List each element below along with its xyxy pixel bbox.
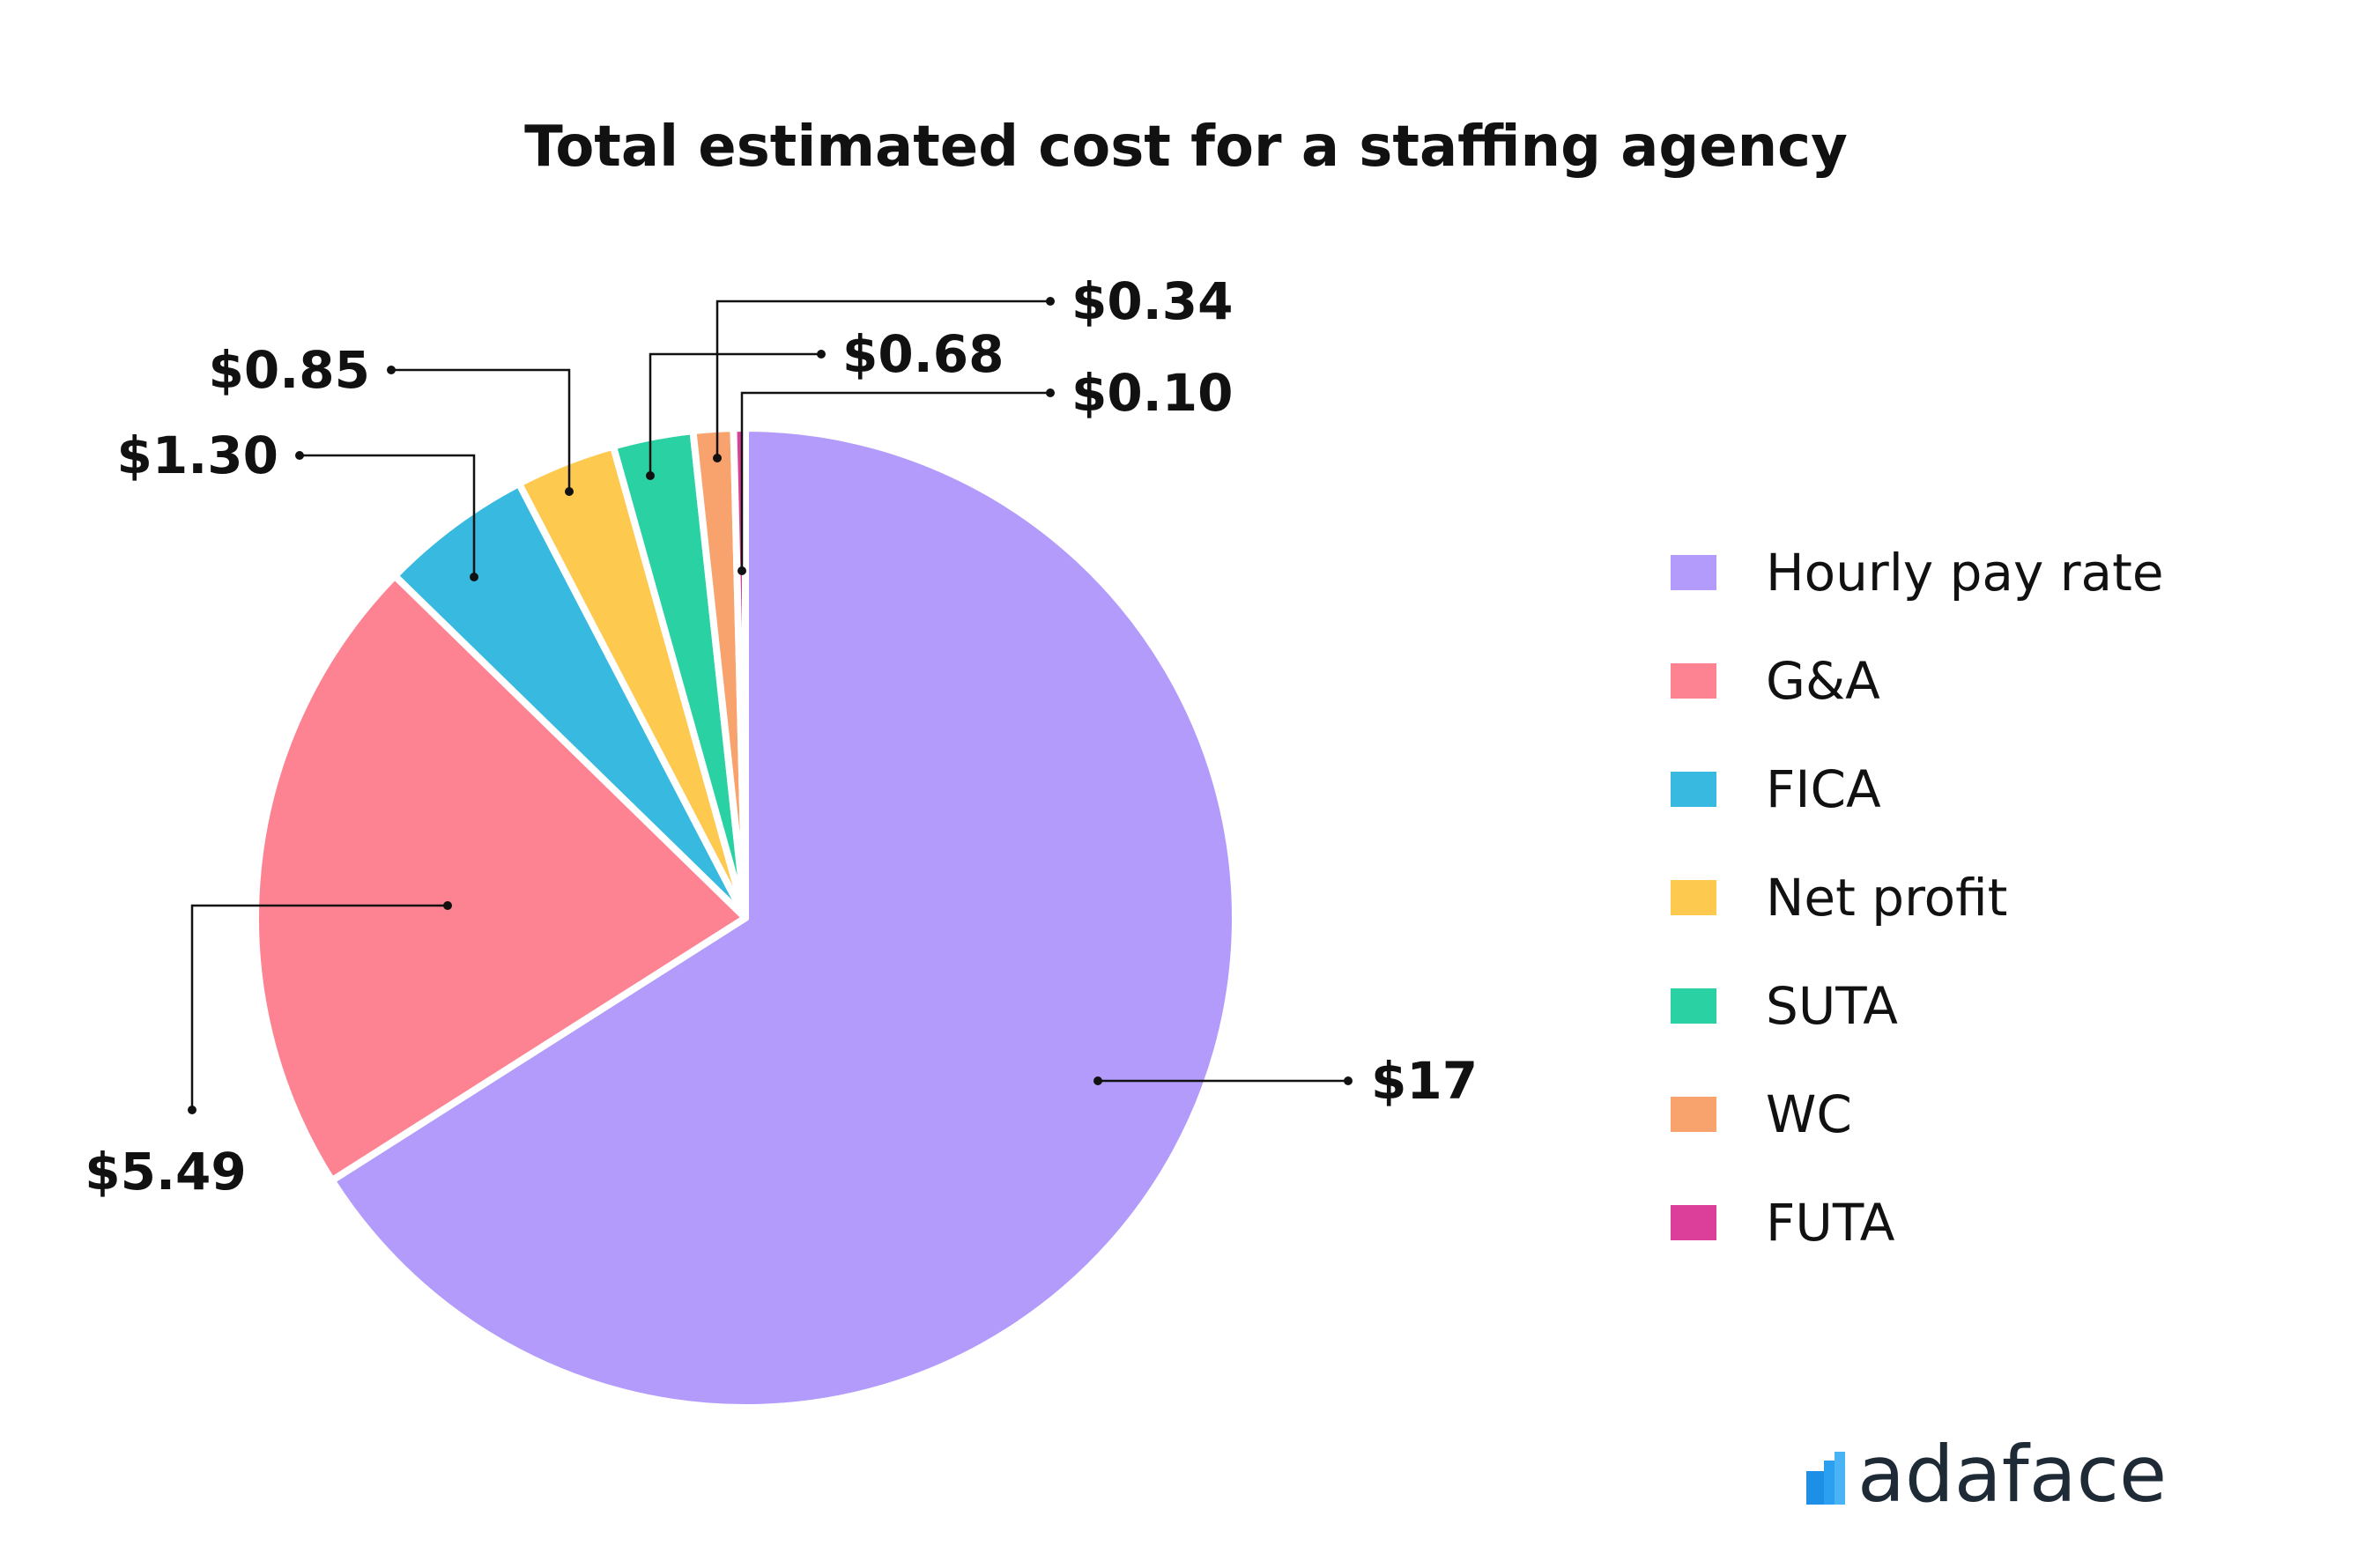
logo-text: adaface [1857, 1429, 2168, 1520]
leader-dot [738, 566, 746, 575]
pie-slices [252, 424, 1239, 1411]
leader-dot [565, 487, 574, 496]
leader-line [391, 368, 571, 492]
legend-swatch [1671, 880, 1716, 915]
pie-slice-hourly-pay-rate [328, 425, 1239, 1411]
legend-label: FUTA [1766, 1193, 1895, 1253]
leader-dot [1093, 1076, 1102, 1085]
leader-dot [646, 471, 655, 480]
leader-dot [713, 454, 722, 462]
legend-label: SUTA [1766, 976, 1898, 1036]
data-label: $17 [1371, 1051, 1478, 1111]
leader-line [715, 300, 1050, 458]
pie-slice-g-a [252, 572, 749, 1185]
leader-dot [188, 1106, 196, 1114]
leader-dot [443, 901, 452, 910]
data-label: $1.30 [117, 425, 278, 485]
chart-title: Total estimated cost for a staffing agen… [524, 115, 1848, 180]
leader-dot [1046, 297, 1055, 306]
data-labels: $17 $5.49 $1.30 $0.85 $0.68 $0.34 $0.10 [85, 271, 1478, 1202]
leader-line [649, 352, 821, 476]
leader-line [300, 454, 476, 577]
leader-dot [1046, 388, 1055, 397]
legend-label: Hourly pay rate [1766, 543, 2164, 603]
leader-lines [188, 297, 1353, 1114]
leader-dot [387, 366, 396, 374]
legend-swatch [1671, 772, 1716, 807]
leader-line [740, 391, 1050, 571]
logo-mark-icon [1806, 1452, 1845, 1505]
leader-dot [1344, 1076, 1353, 1085]
legend-swatch [1671, 663, 1716, 699]
data-label: $0.10 [1071, 363, 1233, 423]
legend-label: G&A [1766, 651, 1880, 711]
leader-dot [817, 350, 826, 359]
legend-swatch [1671, 988, 1716, 1024]
data-label: $5.49 [85, 1142, 246, 1202]
data-label: $0.68 [842, 324, 1004, 384]
legend-label: Net profit [1766, 868, 2008, 928]
legend-swatch [1671, 555, 1716, 590]
legend-swatch [1671, 1097, 1716, 1132]
legend-swatch [1671, 1205, 1716, 1240]
leader-line [190, 904, 448, 1110]
legend-label: FICA [1766, 759, 1881, 819]
data-label: $0.34 [1071, 271, 1233, 331]
leader-dot [295, 451, 304, 460]
legend-label: WC [1766, 1084, 1852, 1144]
data-label: $0.85 [209, 340, 370, 400]
leader-dot [470, 573, 478, 581]
